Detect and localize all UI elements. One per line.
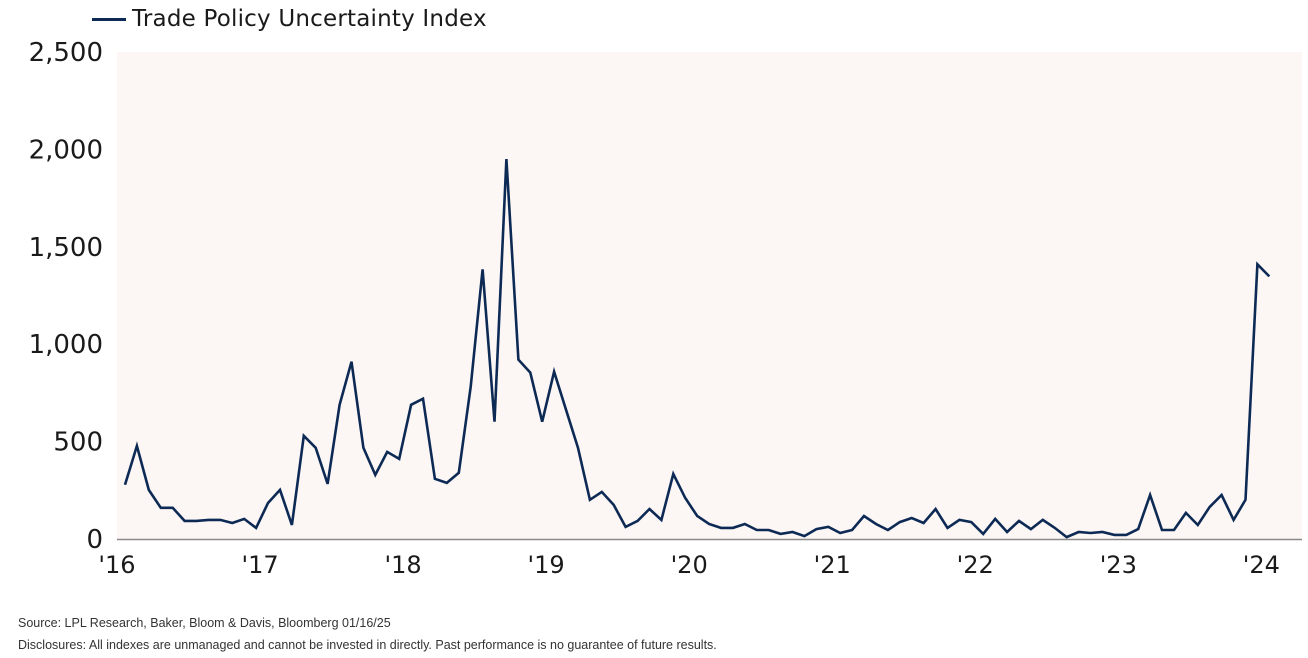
data-points: [124, 159, 1270, 538]
y-tick-label: 500: [53, 428, 103, 458]
x-tick-label: '21: [814, 551, 851, 579]
y-tick-label: 2,000: [29, 135, 103, 165]
series-line-trade-policy-uncertainty: [123, 159, 1271, 539]
y-tick-label: 1,000: [29, 330, 103, 360]
x-tick-label: '18: [385, 551, 422, 579]
line-chart: 0 500 1,000 1,500 2,000 2,500 '16 '17 '18 '19 '20…: [29, 38, 1302, 579]
y-tick-label: 1,500: [29, 233, 103, 263]
x-tick-label: '17: [241, 551, 278, 579]
x-axis: '16 '17 '18 '19 '20 '21 '22 '23 '24: [98, 551, 1279, 579]
source-note: Source: LPL Research, Baker, Bloom & Dav…: [18, 616, 391, 630]
y-tick-label: 0: [86, 525, 103, 555]
x-tick-label: '20: [671, 551, 708, 579]
x-tick-label: '24: [1243, 551, 1280, 579]
y-axis: 0 500 1,000 1,500 2,000 2,500: [29, 38, 103, 555]
legend-line-swatch: [92, 17, 126, 21]
x-tick-label: '16: [98, 551, 135, 579]
y-tick-label: 2,500: [29, 38, 103, 68]
disclosure-note: Disclosures: All indexes are unmanaged a…: [18, 638, 717, 652]
x-tick-label: '23: [1100, 551, 1137, 579]
x-tick-label: '19: [528, 551, 565, 579]
plot-area: [117, 52, 1302, 539]
x-tick-label: '22: [957, 551, 994, 579]
legend-label: Trade Policy Uncertainty Index: [132, 6, 487, 32]
legend: Trade Policy Uncertainty Index: [92, 4, 487, 34]
